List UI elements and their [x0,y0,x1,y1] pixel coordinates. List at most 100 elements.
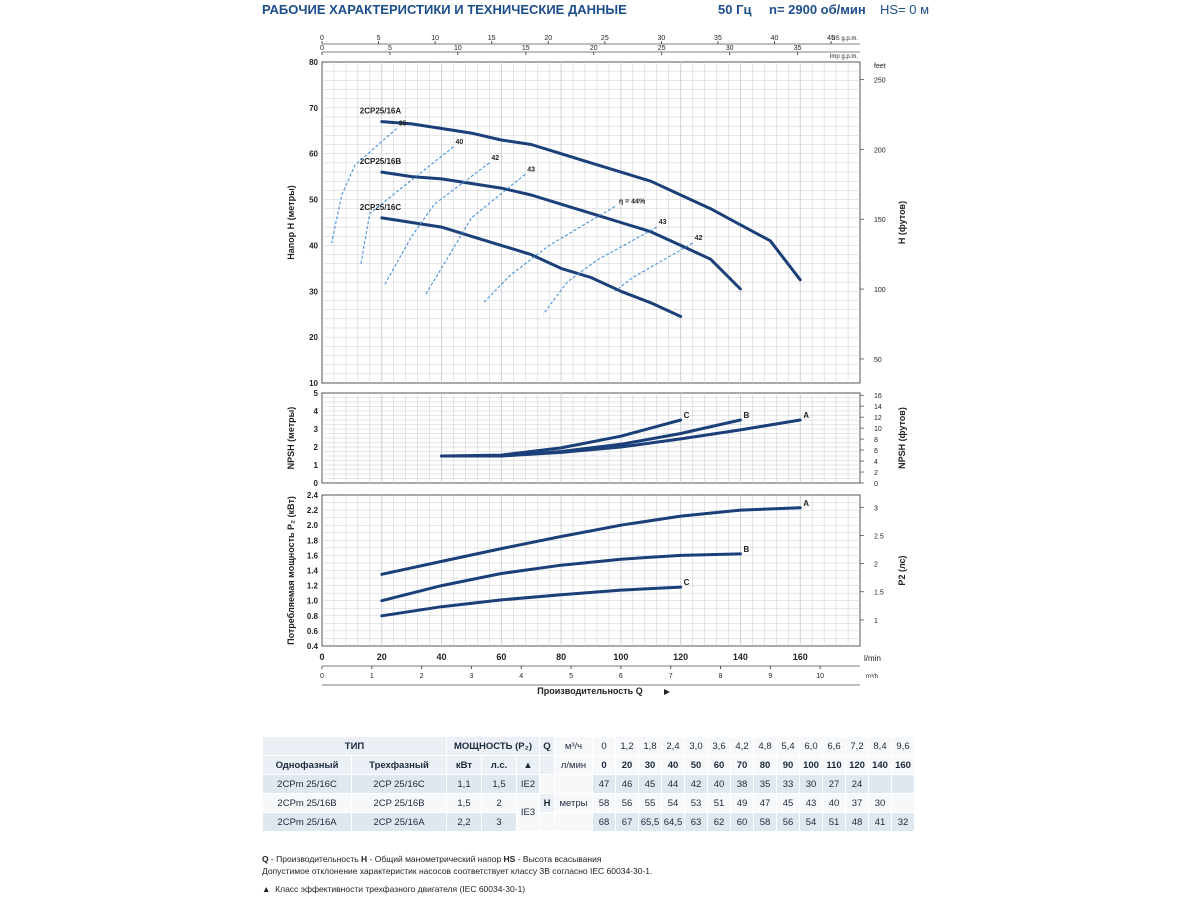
q-lmin-cell: 140 [868,755,892,775]
type-header: ТИП [262,736,447,756]
note-q: Q [262,854,269,864]
h-value-cell: 51 [822,812,846,832]
q-lmin-cell: 60 [707,755,731,775]
imp-gpm-tick-label: 25 [658,45,666,52]
x-tick-label: 20 [377,652,387,662]
note-h: H [361,854,368,864]
y-tick-label: 80 [309,58,318,67]
series-label: B [743,545,749,554]
single-phase-header: Однофазный [262,755,352,775]
q-m3h-cell: 9,6 [891,736,915,756]
y-tick-label: 50 [309,196,318,205]
q-m3h-cell: 5,4 [776,736,800,756]
h-value-cell [891,774,915,794]
y-tick-label: 1.8 [307,536,319,545]
y-tick-label: 0.4 [307,642,319,651]
y-right-tick-label: 2 [874,470,878,477]
model-single-b: 2CPm 25/16B [262,793,352,813]
h-value-cell: 62 [707,812,731,832]
ie-class-c: IE2 [516,774,540,794]
q-lmin-cell: 90 [776,755,800,775]
q-m3h-cell: 1,8 [638,736,662,756]
three-phase-header: Трехфазный [351,755,447,775]
h-value-cell: 47 [592,774,616,794]
h-value-cell: 68 [592,812,616,832]
y-right-tick-label: 4 [874,459,878,466]
h-value-cell: 46 [615,774,639,794]
y-right-tick-label: 8 [874,437,878,444]
q-m3h-cell: 6,6 [822,736,846,756]
imp-gpm-tick-label: 15 [522,45,530,52]
h-value-cell: 27 [822,774,846,794]
series-line-2CP25/16C [380,216,683,318]
h-value-cell: 53 [684,793,708,813]
y-tick-label: 1 [314,461,319,470]
h-value-cell: 40 [822,793,846,813]
y-tick-label: 2.4 [307,491,319,500]
y-right-tick-label: 16 [874,393,882,400]
y-tick-label: 3 [314,425,319,434]
efficiency-line [384,162,490,285]
y-tick-label: 2 [314,443,319,452]
h-value-cell: 24 [845,774,869,794]
h-value-cell: 56 [615,793,639,813]
model-single-c: 2CPm 25/16C [262,774,352,794]
power-kw-a: 2,2 [446,812,482,832]
hp-header: л.с. [481,755,517,775]
h-value-cell: 65,5 [638,812,662,832]
h-value-cell: 35 [753,774,777,794]
x-tick-label: 0 [319,652,324,662]
h-value-cell: 45 [776,793,800,813]
h-value-cell: 41 [868,812,892,832]
y-axis-label: Потребляемая мощность P₂ (кВт) [286,496,296,645]
series-label: C [684,411,690,420]
x-tick-label: 60 [496,652,506,662]
model-single-a: 2CPm 25/16A [262,812,352,832]
h-value-cell: 42 [684,774,708,794]
y-right-tick-label: 2.5 [874,533,884,540]
y-right-tick-label: 200 [874,147,886,154]
efficiency-label: 35 [399,120,407,127]
efficiency-line [483,205,616,304]
h-value-cell: 51 [707,793,731,813]
x-unit-lmin: l/min [864,654,881,663]
note-hs-text: - Высота всасывания [515,854,602,864]
h-value-cell: 30 [799,774,823,794]
power-hp-c: 1,5 [481,774,517,794]
efficiency-label: 40 [456,139,464,146]
efficiency-label: 43 [527,166,535,173]
imp-gpm-tick-label: 30 [726,45,734,52]
h-value-cell: 58 [753,812,777,832]
x-tick-label: 140 [733,652,748,662]
h-value-cell: 54 [661,793,685,813]
model-three-c: 2CP 25/16C [351,774,447,794]
right-unit-label: feet [874,63,886,70]
series-label: A [803,411,809,420]
efficiency-line [614,242,693,292]
y-right-tick-label: 0 [874,481,878,488]
h-letter: H [539,793,555,813]
us-gpm-tick-label: 15 [488,35,496,42]
imp-gpm-tick-label: 5 [388,45,392,52]
h-value-cell: 60 [730,812,754,832]
y-axis-label: Напор H (метры) [286,185,296,260]
notes-line-3: ▲ Класс эффективности трехфазного двигат… [262,884,525,894]
q-unit-lmin: л/мин [554,755,593,775]
m3h-tick-label: 3 [469,673,473,680]
q-letter: Q [539,736,555,756]
y-axis-label: NPSH (метры) [286,407,296,470]
q-m3h-cell: 2,4 [661,736,685,756]
series-label: A [803,499,809,508]
m3h-tick-label: 4 [519,673,523,680]
y-right-tick-label: 1 [874,618,878,625]
q-lmin-cell: 110 [822,755,846,775]
y-tick-label: 70 [309,104,318,113]
note-hs: HS [503,854,516,864]
x-tick-label: 160 [793,652,808,662]
q-m3h-cell: 4,2 [730,736,754,756]
series-label: B [743,411,749,420]
y-right-tick-label: 2 [874,562,878,569]
us-gpm-tick-label: 45 [827,35,835,42]
efficiency-class-header: ▲ [516,755,540,775]
series-label: 2CP25/16B [360,157,402,166]
